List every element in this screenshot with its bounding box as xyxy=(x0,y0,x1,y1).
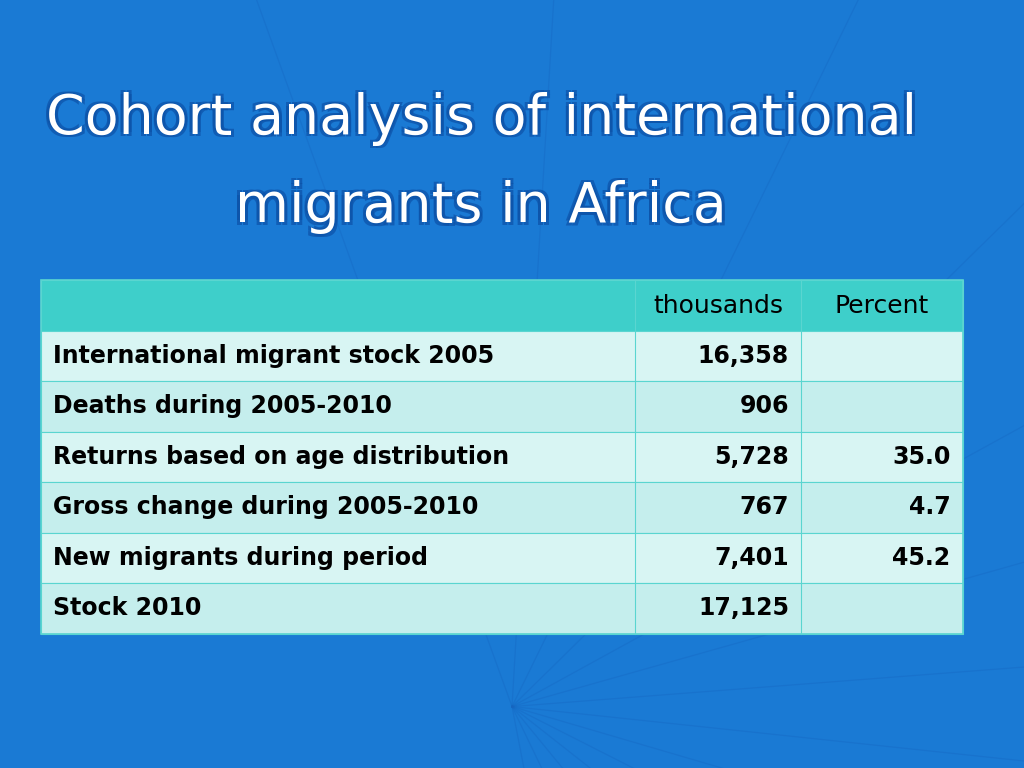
Text: International migrant stock 2005: International migrant stock 2005 xyxy=(53,344,495,368)
FancyBboxPatch shape xyxy=(41,280,963,331)
Text: Cohort analysis of international: Cohort analysis of international xyxy=(49,94,920,148)
Text: migrants in Africa: migrants in Africa xyxy=(232,178,724,232)
Text: migrants in Africa: migrants in Africa xyxy=(236,180,727,234)
FancyBboxPatch shape xyxy=(41,583,963,634)
Text: Returns based on age distribution: Returns based on age distribution xyxy=(53,445,509,469)
Text: migrants in Africa: migrants in Africa xyxy=(239,183,730,237)
Text: migrants in Africa: migrants in Africa xyxy=(232,183,724,237)
Text: Cohort analysis of international: Cohort analysis of international xyxy=(46,92,916,146)
Text: 4.7: 4.7 xyxy=(908,495,950,519)
Text: thousands: thousands xyxy=(653,293,783,317)
FancyBboxPatch shape xyxy=(41,432,963,482)
Text: Deaths during 2005-2010: Deaths during 2005-2010 xyxy=(53,395,392,419)
Text: 45.2: 45.2 xyxy=(892,546,950,570)
Text: 17,125: 17,125 xyxy=(698,597,788,621)
Text: Cohort analysis of international: Cohort analysis of international xyxy=(43,90,913,144)
FancyBboxPatch shape xyxy=(41,482,963,533)
Text: Stock 2010: Stock 2010 xyxy=(53,597,202,621)
FancyBboxPatch shape xyxy=(41,331,963,381)
FancyBboxPatch shape xyxy=(41,533,963,583)
Text: 7,401: 7,401 xyxy=(715,546,788,570)
Text: 906: 906 xyxy=(739,395,788,419)
Text: Cohort analysis of international: Cohort analysis of international xyxy=(43,94,913,148)
Text: 16,358: 16,358 xyxy=(697,344,788,368)
Text: migrants in Africa: migrants in Africa xyxy=(239,178,730,232)
Text: New migrants during period: New migrants during period xyxy=(53,546,428,570)
Text: 5,728: 5,728 xyxy=(715,445,788,469)
FancyBboxPatch shape xyxy=(41,381,963,432)
Text: Gross change during 2005-2010: Gross change during 2005-2010 xyxy=(53,495,478,519)
Text: 767: 767 xyxy=(739,495,788,519)
Text: 35.0: 35.0 xyxy=(892,445,950,469)
Text: Percent: Percent xyxy=(835,293,929,317)
Text: Cohort analysis of international: Cohort analysis of international xyxy=(49,90,920,144)
